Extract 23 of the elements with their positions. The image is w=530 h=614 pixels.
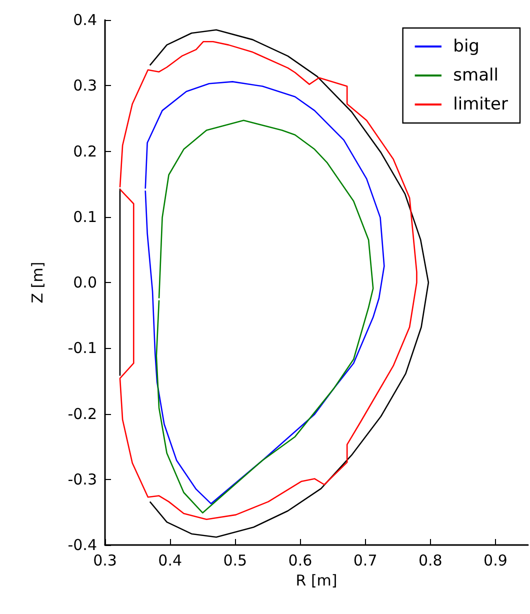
x-tick-label: 0.8: [418, 552, 442, 570]
y-tick-label: -0.2: [68, 404, 97, 423]
line-series: [144, 81, 385, 504]
y-tick-label: 0.2: [73, 142, 97, 160]
y-tick-label: -0.4: [68, 536, 97, 554]
x-tick-label: 0.9: [484, 552, 508, 570]
line-series: [156, 120, 374, 514]
y-tick-label: 0.0: [73, 274, 97, 292]
legend-label: small: [453, 66, 498, 86]
y-axis-title: Z [m]: [28, 262, 46, 304]
y-tick-label: -0.3: [68, 470, 97, 488]
x-tick-label: 0.6: [288, 552, 312, 570]
y-tick-label: -0.1: [68, 339, 97, 358]
x-tick-label: 0.4: [158, 552, 182, 570]
x-tick-label: 0.7: [353, 552, 378, 570]
y-tick-label: 0.1: [73, 208, 97, 226]
x-tick-label: 0.3: [93, 552, 117, 570]
legend-label: big: [453, 36, 480, 56]
y-tick-label: 0.4: [73, 11, 97, 29]
y-tick-label: 0.3: [73, 76, 97, 95]
x-axis-title: R [m]: [296, 572, 338, 590]
x-tick-label: 0.5: [223, 552, 248, 570]
legend-label: limiter: [453, 94, 508, 114]
